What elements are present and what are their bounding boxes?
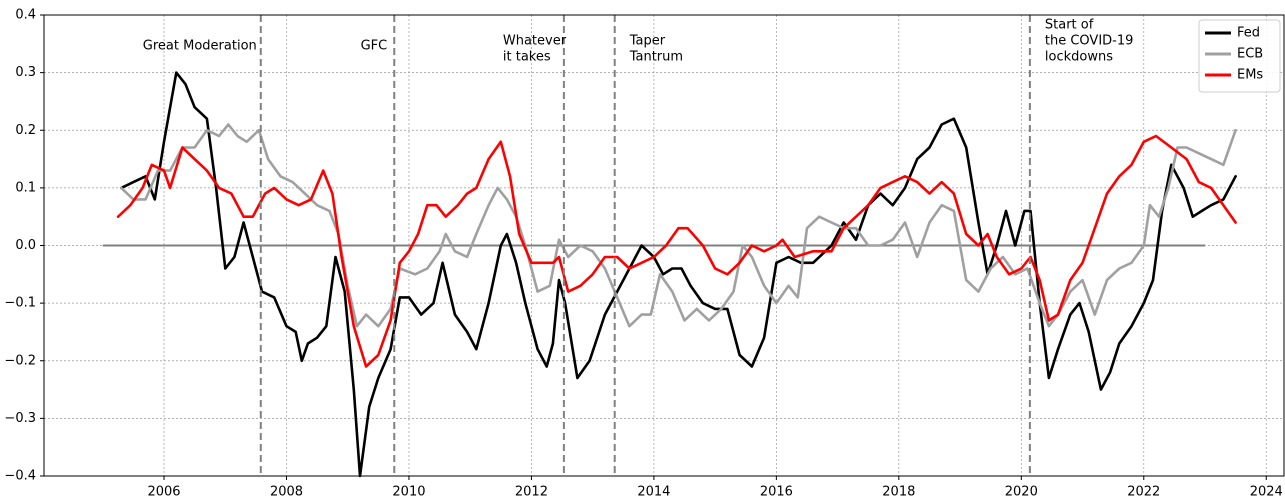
legend-label: ECB <box>1237 47 1263 62</box>
event-label: Great Moderation <box>143 39 257 54</box>
y-tick-label: −0.3 <box>4 411 36 426</box>
x-tick-label: 2010 <box>392 485 425 500</box>
legend-label: EMs <box>1237 68 1263 83</box>
event-label: GFC <box>361 39 388 54</box>
event-label: Taper <box>629 34 666 49</box>
series-line <box>116 134 1237 368</box>
x-tick-label: 2012 <box>515 485 548 500</box>
x-tick-label: 2020 <box>1005 485 1038 500</box>
y-tick-label: 0.3 <box>15 65 36 80</box>
x-tick-label: 2022 <box>1127 485 1160 500</box>
x-tick-label: 2018 <box>882 485 915 500</box>
y-tick-label: 0.4 <box>15 8 36 23</box>
series-line <box>119 71 1237 478</box>
y-tick-label: −0.4 <box>4 469 36 484</box>
event-label: Whatever <box>503 34 567 49</box>
y-tick-label: 0.0 <box>15 238 36 253</box>
x-tick-label: 2006 <box>147 485 180 500</box>
y-tick-label: 0.2 <box>15 123 36 138</box>
x-tick-label: 2014 <box>637 485 670 500</box>
y-tick-label: 0.1 <box>15 180 36 195</box>
event-label: the COVID-19 <box>1045 34 1134 49</box>
plot-frame <box>43 14 1285 477</box>
event-label: Tantrum <box>629 50 683 65</box>
x-tick-label: 2024 <box>1250 485 1283 500</box>
event-label: lockdowns <box>1045 50 1113 65</box>
legend-label: Fed <box>1237 26 1260 41</box>
event-label: it takes <box>503 50 551 65</box>
y-tick-label: −0.1 <box>4 296 36 311</box>
event-label: Start of <box>1045 18 1094 33</box>
x-tick-label: 2016 <box>760 485 793 500</box>
y-tick-label: −0.2 <box>4 353 36 368</box>
x-tick-label: 2008 <box>270 485 303 500</box>
series-line <box>119 123 1237 328</box>
